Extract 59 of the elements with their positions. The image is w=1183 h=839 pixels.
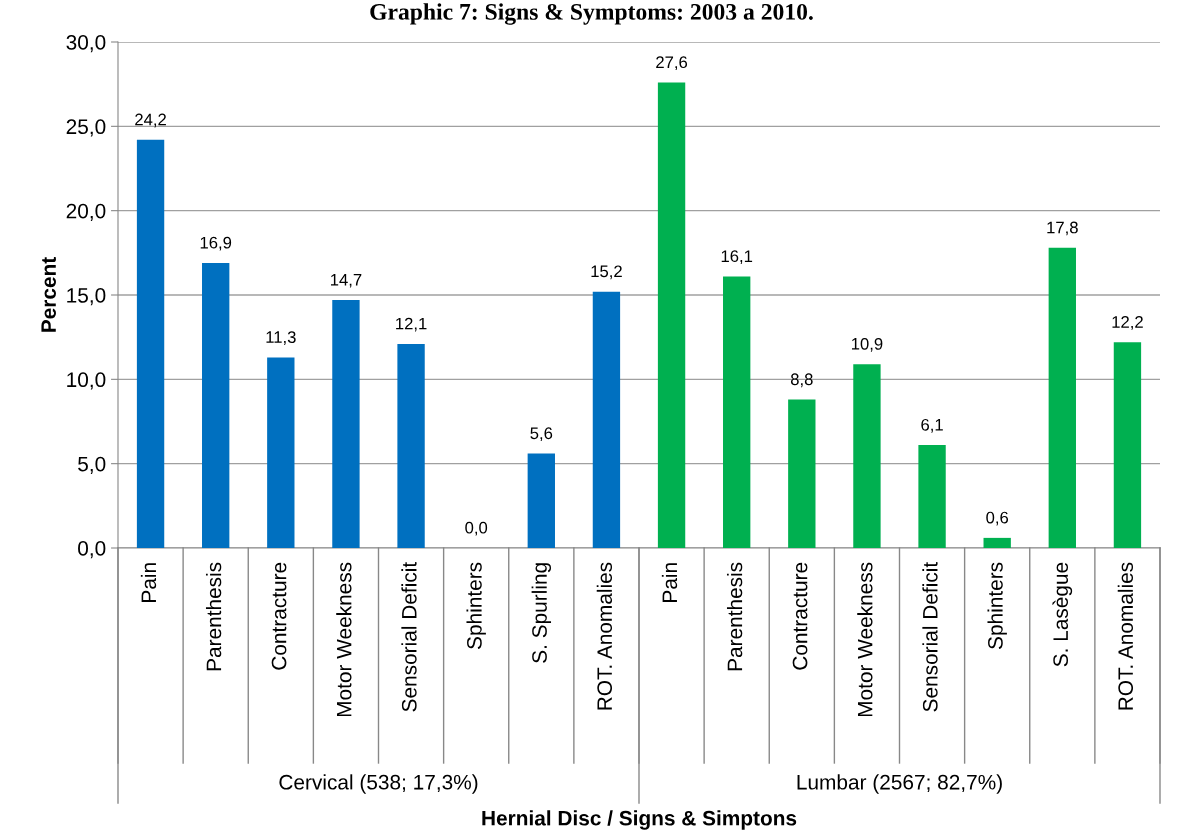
data-label: 16,1 bbox=[721, 250, 753, 265]
text: Cervical (538; 17,3%) bbox=[279, 774, 478, 794]
bar bbox=[1048, 247, 1076, 548]
x-tick-label: Parenthesis bbox=[726, 562, 743, 671]
data-label: 12,2 bbox=[1112, 316, 1143, 330]
data-label: 10,9 bbox=[851, 337, 883, 352]
data-label: 8,8 bbox=[790, 373, 813, 388]
x-tick-label: Sphinters bbox=[466, 562, 486, 649]
data-label: 0,0 bbox=[465, 521, 488, 536]
bar bbox=[918, 445, 946, 548]
bar bbox=[527, 453, 555, 548]
x-tick-label: Parenthesis bbox=[205, 562, 222, 671]
data-label: 27,6 bbox=[656, 56, 688, 71]
data-label: 14,7 bbox=[330, 274, 362, 288]
bar bbox=[657, 82, 686, 548]
x-tick-label: ROT. Anomalies bbox=[596, 562, 613, 710]
data-label: 6,1 bbox=[921, 418, 943, 433]
x-tick-label: Contracture bbox=[792, 562, 808, 670]
bar bbox=[267, 357, 295, 548]
bar bbox=[592, 291, 621, 548]
y-tick-label: 30,0 bbox=[66, 35, 106, 53]
data-label: 17,8 bbox=[1047, 221, 1078, 236]
bar bbox=[788, 399, 816, 548]
x-axis-title: Hernial Disc / Signs & Simptons bbox=[482, 810, 797, 830]
chart-title: Graphic 7: Signs & Symptoms: 2003 a 2010. bbox=[370, 3, 813, 25]
x-tick-label: Pain bbox=[140, 563, 157, 602]
bar bbox=[332, 300, 360, 548]
y-tick-label: 15,0 bbox=[67, 288, 106, 306]
x-tick-label: S. Spurling bbox=[531, 563, 552, 663]
x-tick-label: ROT. Anomalies bbox=[1117, 562, 1134, 710]
data-label: 12,1 bbox=[396, 317, 427, 332]
x-tick-label: Sphinters bbox=[987, 562, 1007, 649]
y-tick-label: 20,0 bbox=[66, 203, 106, 221]
x-tick-label: Sensorial Deficit bbox=[401, 562, 417, 712]
data-label: 0,6 bbox=[986, 511, 1009, 526]
y-tick-label: 25,0 bbox=[66, 119, 106, 137]
x-tick-label: Motor Weekness bbox=[857, 562, 873, 717]
bar bbox=[136, 139, 165, 548]
bar bbox=[983, 537, 1011, 548]
y-tick-label: 0,0 bbox=[78, 541, 106, 559]
x-tick-label: Contracture bbox=[271, 562, 287, 670]
x-tick-label: Pain bbox=[661, 563, 678, 602]
data-label: 15,2 bbox=[591, 265, 622, 280]
data-label: 24,2 bbox=[135, 113, 166, 128]
x-tick-label: Motor Weekness bbox=[336, 562, 352, 717]
x-tick-label: S. Lasègue bbox=[1052, 562, 1073, 667]
y-tick-label: 5,0 bbox=[78, 456, 106, 474]
y-axis-title: Percent bbox=[41, 257, 56, 332]
data-label: 5,6 bbox=[530, 427, 553, 442]
y-tick-label: 10,0 bbox=[67, 372, 106, 390]
bar bbox=[853, 364, 881, 548]
bar bbox=[397, 343, 425, 548]
bar bbox=[1113, 342, 1142, 548]
data-label: 16,9 bbox=[200, 236, 232, 251]
text: Lumbar (2567; 82,7%) bbox=[797, 774, 1002, 794]
bar bbox=[723, 276, 751, 548]
x-tick-label: Sensorial Deficit bbox=[922, 562, 938, 712]
bar bbox=[202, 262, 230, 548]
data-label: 11,3 bbox=[266, 331, 296, 345]
